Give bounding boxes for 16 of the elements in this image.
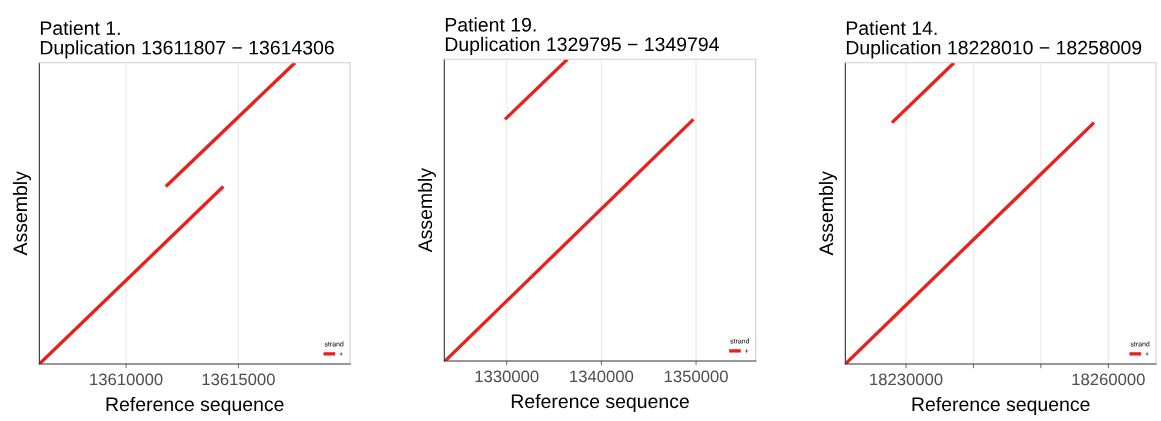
- x-tick-label: 13610000: [90, 373, 163, 386]
- x-axis-title: Reference sequence: [912, 396, 1090, 416]
- y-axis-title: Assembly: [818, 171, 837, 256]
- y-axis-title: Assembly: [12, 171, 32, 256]
- x-axis-title: Reference sequence: [511, 393, 689, 413]
- x-tick-label: 1350000: [664, 370, 728, 383]
- chart-title: Patient 1. Duplication 13611807 − 13614306: [40, 20, 334, 59]
- y-axis-title: Assembly: [417, 168, 436, 253]
- x-tick-label: 18230000: [870, 373, 943, 386]
- chart-title: Patient 14. Duplication 18228010 − 18258009: [846, 20, 1142, 59]
- x-tick-label: 1340000: [570, 370, 634, 383]
- x-tick-label: 18260000: [1072, 373, 1145, 386]
- x-tick-label: 1330000: [475, 370, 539, 383]
- x-tick-label: 13615000: [202, 373, 275, 386]
- chart-title: Patient 19. Duplication 1329795 − 1349794: [445, 17, 719, 56]
- x-axis-title: Reference sequence: [106, 396, 284, 416]
